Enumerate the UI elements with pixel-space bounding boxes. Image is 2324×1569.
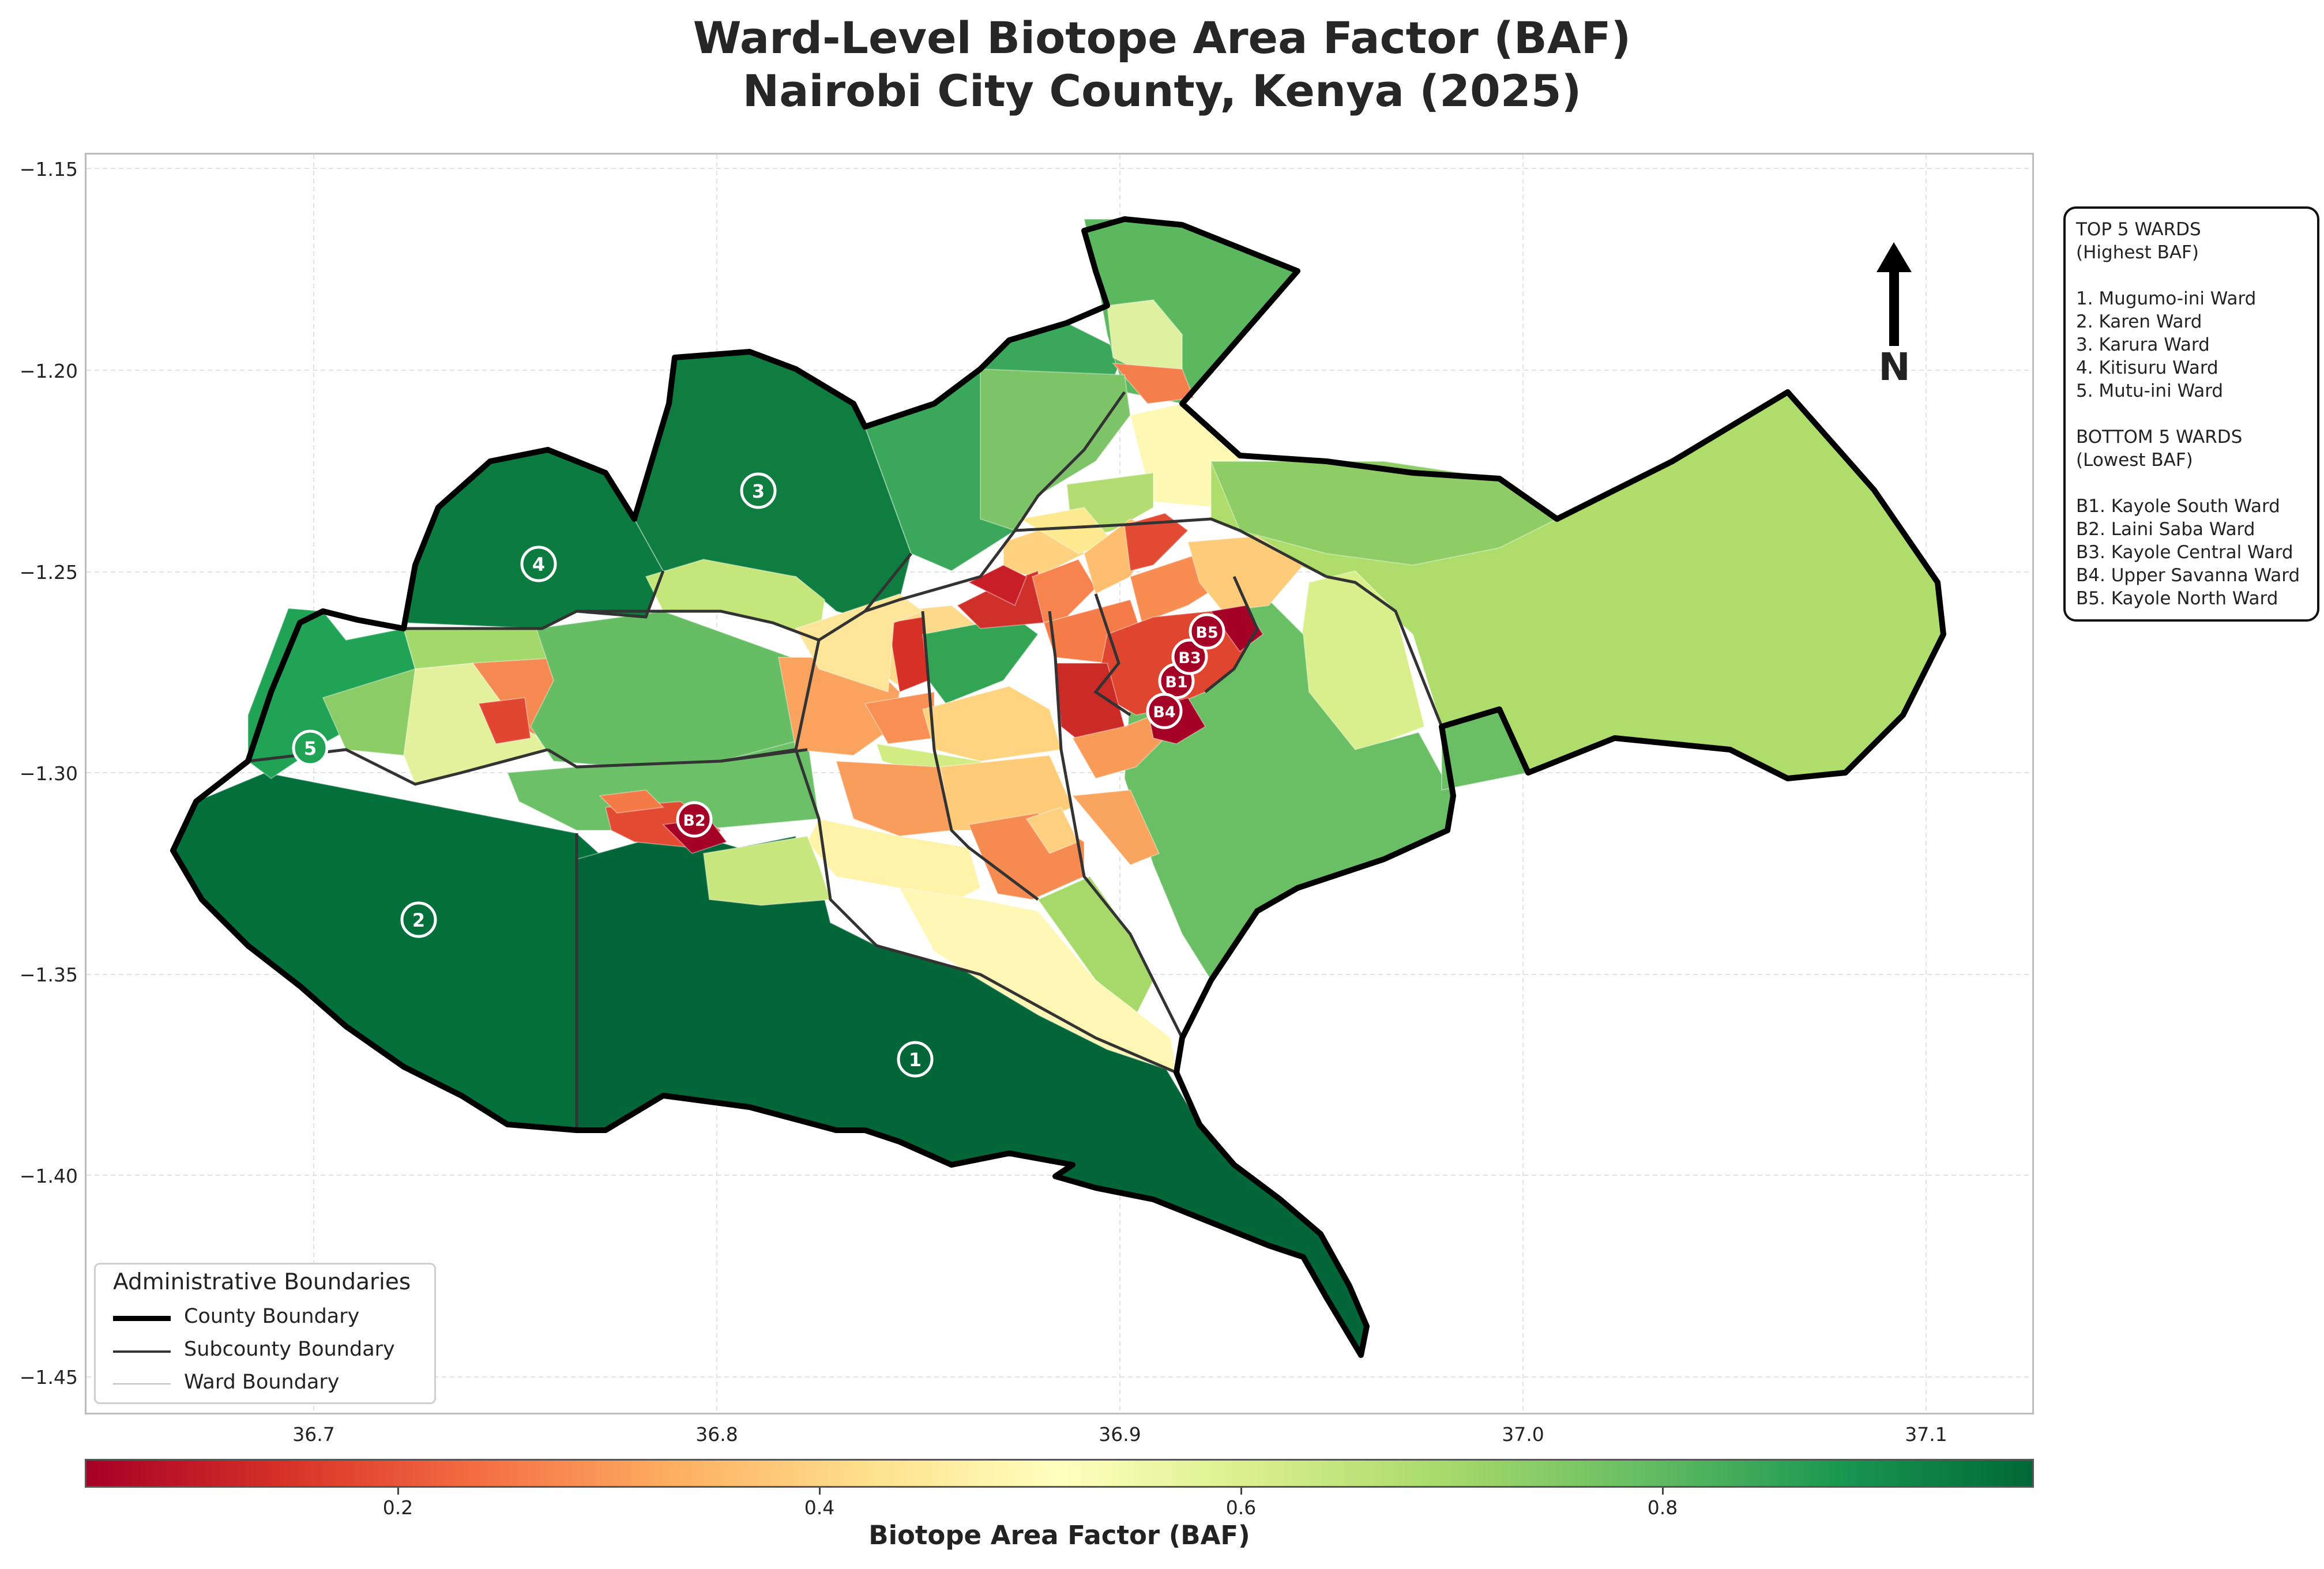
- county-line-swatch: [113, 1316, 171, 1321]
- bottom-ward-4: B4. Upper Savanna Ward: [2076, 565, 2300, 586]
- ward-kibra-orange: [598, 789, 665, 814]
- ward-central-orange-n: [1031, 558, 1097, 624]
- svg-text:5: 5: [304, 738, 317, 759]
- top-ward-1: 1. Mugumo-ini Ward: [2076, 288, 2257, 309]
- y-tick: −1.35: [19, 964, 78, 986]
- x-tick: 36.7: [292, 1423, 335, 1446]
- marker-top-1[interactable]: 1: [897, 1041, 934, 1078]
- legend-title: Administrative Boundaries: [113, 1269, 411, 1295]
- county-boundary: [170, 216, 1946, 1358]
- bottom-heading: BOTTOM 5 WARDS: [2076, 427, 2243, 447]
- colorbar-tick-mark: [819, 1488, 821, 1495]
- marker-bottom-b5[interactable]: B5: [1189, 613, 1225, 650]
- legend-item-subcounty: Subcounty Boundary: [113, 1337, 424, 1365]
- colorbar-tick: 0.4: [804, 1496, 835, 1519]
- svg-text:3: 3: [752, 480, 765, 502]
- svg-text:2: 2: [412, 909, 425, 931]
- ward-line-swatch: [113, 1383, 171, 1384]
- ward-dagoretti-red: [477, 697, 532, 745]
- colorbar-tick-mark: [1240, 1488, 1242, 1495]
- legend-label-county: County Boundary: [184, 1305, 360, 1328]
- legend-item-county: County Boundary: [113, 1304, 424, 1333]
- map-title: Ward-Level Biotope Area Factor (BAF) Nai…: [0, 12, 2324, 118]
- ward-eastcentral-peach2: [1187, 535, 1304, 612]
- marker-bottom-b3[interactable]: B3: [1171, 638, 1208, 675]
- subcounty-line-swatch: [113, 1350, 171, 1353]
- north-label: N: [1878, 345, 1911, 389]
- svg-text:B1: B1: [1165, 673, 1187, 691]
- y-tick: −1.40: [19, 1165, 78, 1187]
- marker-top-3[interactable]: 3: [740, 472, 777, 509]
- x-tick: 36.8: [695, 1423, 738, 1446]
- bottom-ward-1: B1. Kayole South Ward: [2076, 496, 2280, 517]
- top-ward-3: 3. Karura Ward: [2076, 334, 2210, 355]
- ward-embakasi-light: [1071, 789, 1160, 866]
- top-subheading: (Highest BAF): [2076, 242, 2199, 263]
- y-tick: −1.20: [19, 360, 78, 382]
- title-line-1: Ward-Level Biotope Area Factor (BAF): [693, 12, 1631, 63]
- title-line-2: Nairobi City County, Kenya (2025): [742, 65, 1582, 116]
- marker-top-4[interactable]: 4: [520, 545, 557, 582]
- legend-label-ward: Ward Boundary: [184, 1371, 340, 1394]
- colorbar-tick: 0.8: [1647, 1496, 1678, 1519]
- x-tick: 37.0: [1502, 1423, 1544, 1446]
- colorbar-tick-mark: [397, 1488, 399, 1495]
- bottom-ward-2: B2. Laini Saba Ward: [2076, 519, 2255, 540]
- ward-rankings-box: TOP 5 WARDS (Highest BAF) 1. Mugumo-ini …: [2063, 206, 2319, 622]
- svg-text:4: 4: [532, 554, 545, 575]
- map-frame: [85, 153, 2034, 1414]
- bottom-ward-markers: B1 B2 B3 B4 B5: [676, 613, 1225, 838]
- colorbar-label: Biotope Area Factor (BAF): [868, 1520, 1250, 1551]
- marker-top-5[interactable]: 5: [292, 729, 329, 766]
- colorbar-tick: 0.6: [1225, 1496, 1257, 1519]
- y-tick: −1.15: [19, 158, 78, 180]
- ward-central-red-cluster2: [967, 564, 1028, 607]
- top-ward-5: 5. Mutu-ini Ward: [2076, 381, 2224, 401]
- svg-text:B4: B4: [1153, 703, 1175, 721]
- bottom-ward-5: B5. Kayole North Ward: [2076, 588, 2278, 609]
- x-tick: 37.1: [1905, 1423, 1947, 1446]
- colorbar-tick-mark: [1662, 1488, 1664, 1495]
- ward-karen: [172, 772, 607, 1131]
- x-tick: 36.9: [1099, 1423, 1141, 1446]
- legend-item-ward: Ward Boundary: [113, 1369, 424, 1398]
- top-heading: TOP 5 WARDS: [2076, 219, 2201, 240]
- ward-polygons: [172, 219, 1945, 1357]
- top-ward-4: 4. Kitisuru Ward: [2076, 358, 2218, 378]
- colorbar-tick: 0.2: [382, 1496, 413, 1519]
- marker-bottom-b4[interactable]: B4: [1146, 693, 1183, 729]
- north-arrow-icon: [1877, 242, 1912, 346]
- ward-kasarani-mid: [1210, 461, 1558, 566]
- ward-central-orange3: [835, 760, 953, 837]
- top-ward-markers: 1 2 3 4 5: [292, 472, 934, 1078]
- svg-text:B2: B2: [683, 812, 705, 830]
- ward-riruta: [529, 610, 808, 774]
- boundaries-legend: Administrative Boundaries County Boundar…: [94, 1263, 436, 1404]
- marker-top-2[interactable]: 2: [400, 901, 437, 938]
- bottom-ward-3: B3. Kayole Central Ward: [2076, 542, 2293, 563]
- top-ward-2: 2. Karen Ward: [2076, 311, 2202, 332]
- ward-kahawa-west: [1111, 362, 1195, 405]
- y-tick: −1.45: [19, 1366, 78, 1389]
- svg-text:1: 1: [909, 1049, 922, 1071]
- y-tick: −1.30: [19, 762, 78, 785]
- y-tick: −1.25: [19, 561, 78, 584]
- baf-colorbar: [85, 1459, 2034, 1488]
- ward-central-top-light: [795, 593, 924, 693]
- bottom-subheading: (Lowest BAF): [2076, 450, 2193, 471]
- ward-kitisuru: [403, 449, 664, 630]
- legend-label-subcounty: Subcounty Boundary: [184, 1338, 395, 1361]
- svg-text:B3: B3: [1178, 649, 1201, 667]
- marker-bottom-b2[interactable]: B2: [676, 801, 713, 838]
- svg-text:B5: B5: [1195, 624, 1218, 642]
- ward-zimmerman: [980, 368, 1131, 532]
- ward-eastcentral-red1: [1123, 512, 1189, 572]
